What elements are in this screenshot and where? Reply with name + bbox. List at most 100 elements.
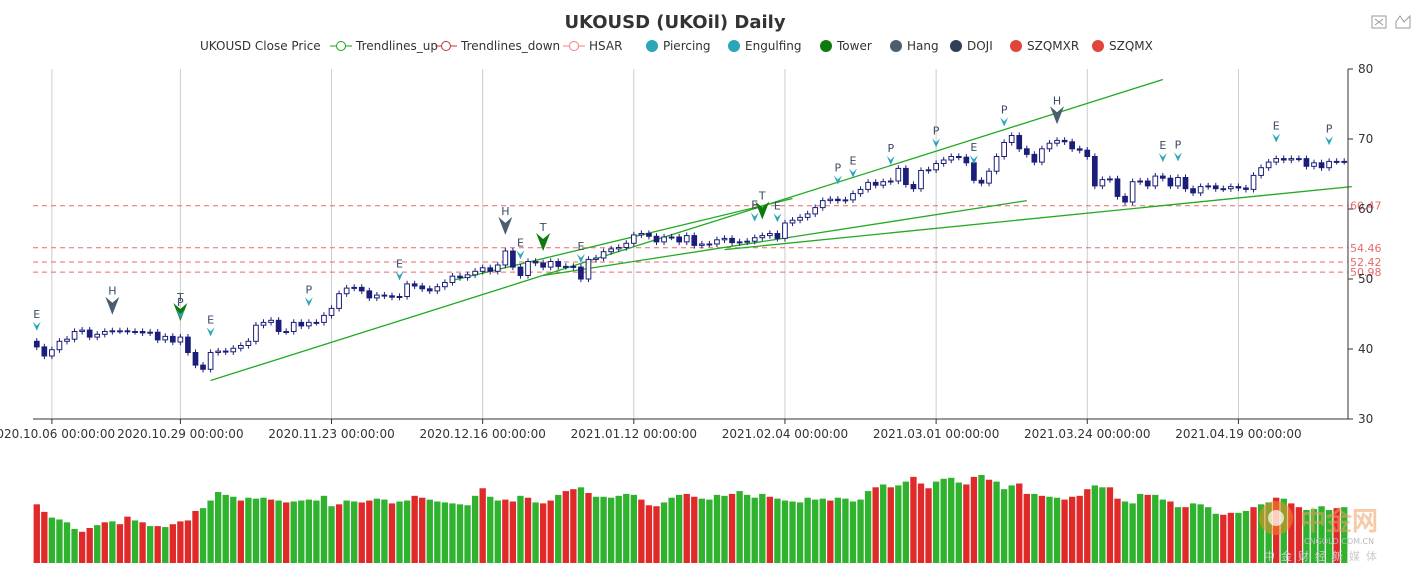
signal-marker [536,233,551,251]
y-tick-label: 30 [1358,412,1373,426]
candle [1129,181,1136,203]
volume-bar [887,487,894,563]
legend-item[interactable]: UKOUSD Close Price [200,39,321,53]
volume-bar [1076,495,1083,563]
candle [253,324,259,342]
signal-label: E [396,257,403,270]
volume-bar [1174,507,1182,563]
legend-item[interactable]: Piercing [646,39,711,53]
volume-bar [1220,514,1227,563]
candle [918,170,924,190]
legend-marker [646,40,658,52]
legend-item[interactable]: SZQMX [1092,39,1153,53]
volume-bar [1310,509,1318,563]
candle [109,330,116,333]
signal-label: P [1001,103,1008,116]
volume-bar [1235,512,1242,563]
candle [593,257,599,260]
candle [101,331,108,335]
candle [124,330,131,333]
volume-bar [706,499,713,563]
signal-label: E [774,199,781,212]
signal-label: P [887,142,894,155]
candle [177,336,184,343]
candle [683,235,690,243]
volume-bar [539,503,547,563]
legend-item[interactable]: Trendlines_up [330,39,438,53]
legend-item[interactable]: DOJI [950,39,993,53]
volume-bar [555,494,562,563]
signal-marker [1272,133,1281,143]
candle [971,162,977,181]
legend-item[interactable]: Hang [890,39,939,53]
volume-bar [562,491,569,563]
volume-bar [1046,496,1053,563]
volume-bar [1144,494,1151,563]
volume-bar [169,524,176,563]
candle [1228,186,1234,190]
volume-bar [668,497,675,563]
volume-bar [660,502,668,563]
candle [328,307,335,316]
volume-bar [827,500,834,563]
volume-bar [812,499,819,563]
volume-bar [1068,496,1076,563]
candle [797,216,803,221]
candle [419,285,426,290]
signal-marker [969,155,978,165]
candle [426,288,433,292]
fullscreen-icon[interactable] [1371,15,1387,29]
volume-bar [305,499,313,563]
candle [1031,153,1038,163]
restore-icon[interactable] [1395,14,1411,29]
candle [759,235,766,239]
y-tick-label: 40 [1358,342,1373,356]
legend-item[interactable]: SZQMXR [1010,39,1079,53]
x-tick-label: 2020.10.29 00:00:00 [117,427,243,441]
candle [714,239,720,245]
volume-bar [645,505,653,563]
volume-bar [222,494,229,563]
candle [1061,139,1068,143]
candle [1069,141,1075,150]
legend-item[interactable]: Trendlines_down [435,39,560,53]
candle [895,167,902,182]
volume-bar [902,481,910,563]
volume-bar [366,500,373,563]
candle [1273,158,1280,163]
candle [442,282,448,288]
candle [880,181,887,186]
volume-bar [970,476,978,563]
candle [1091,156,1098,187]
candle [139,331,146,334]
candle [1167,177,1174,187]
legend[interactable]: UKOUSD Close Price Trendlines_up Trendline… [200,39,1153,53]
volume-bar [146,526,154,563]
candle [343,287,350,295]
candle [812,207,819,215]
legend-item[interactable]: Tower [820,39,872,53]
candle [555,261,562,267]
candle [827,198,834,202]
legend-item[interactable]: Engulfing [728,39,802,53]
candle [1137,180,1144,183]
volume-bar [479,488,486,563]
candle [1008,135,1015,143]
volume-bar [1121,501,1129,563]
candle [313,321,320,324]
x-tick-label: 2021.04.19 00:00:00 [1175,427,1301,441]
signal-label: E [577,240,584,253]
candle [1326,160,1332,169]
legend-label: SZQMXR [1027,39,1079,53]
candle [1341,160,1348,163]
candle [910,184,917,190]
candle [502,250,509,266]
candle [729,237,735,244]
candle [1039,148,1045,163]
legend-item[interactable]: HSAR [563,39,622,53]
candle [1107,178,1113,181]
volume-bar [834,497,842,563]
candle [978,179,985,184]
volume-bar [653,506,660,563]
toolbar[interactable] [1371,14,1411,29]
